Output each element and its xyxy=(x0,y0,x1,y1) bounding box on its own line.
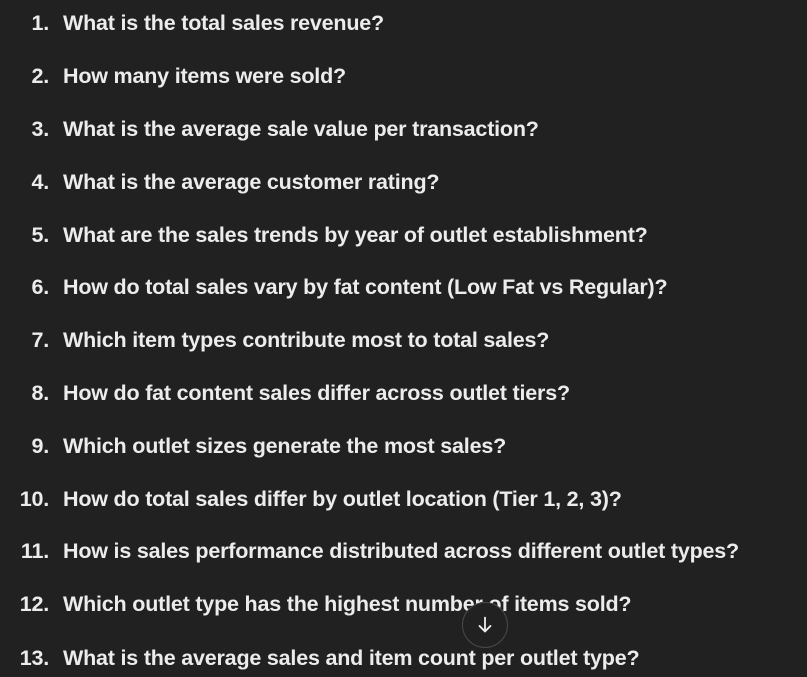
list-item: 7. Which item types contribute most to t… xyxy=(0,325,549,355)
list-item: 2. How many items were sold? xyxy=(0,61,346,91)
question-text: What is the average customer rating? xyxy=(63,169,440,194)
list-item: 12. Which outlet type has the highest nu… xyxy=(0,589,632,619)
question-text: What is the average sale value per trans… xyxy=(63,116,539,141)
list-number: 1. xyxy=(31,10,49,35)
question-text: How many items were sold? xyxy=(63,63,346,88)
list-number: 13. xyxy=(19,645,49,670)
list-item: 5. What are the sales trends by year of … xyxy=(0,220,648,250)
question-text: Which outlet type has the highest number… xyxy=(63,591,632,616)
question-text: How do total sales vary by fat content (… xyxy=(63,274,668,299)
list-number: 8. xyxy=(31,380,49,405)
list-number: 4. xyxy=(31,169,49,194)
list-item: 13. What is the average sales and item c… xyxy=(0,643,640,673)
list-item: 11. How is sales performance distributed… xyxy=(0,536,739,566)
list-number: 10. xyxy=(19,486,49,511)
question-text: How do total sales differ by outlet loca… xyxy=(63,486,622,511)
question-text: How is sales performance distributed acr… xyxy=(63,538,739,563)
list-item: 1. What is the total sales revenue? xyxy=(0,8,384,38)
list-item: 6. How do total sales vary by fat conten… xyxy=(0,272,667,302)
list-number: 7. xyxy=(31,327,49,352)
list-number: 9. xyxy=(31,433,49,458)
question-text: What are the sales trends by year of out… xyxy=(63,222,648,247)
list-item: 4. What is the average customer rating? xyxy=(0,167,439,197)
question-text: What is the average sales and item count… xyxy=(63,645,640,670)
list-number: 2. xyxy=(31,63,49,88)
list-number: 3. xyxy=(31,116,49,141)
list-item: 10. How do total sales differ by outlet … xyxy=(0,484,622,514)
question-text: What is the total sales revenue? xyxy=(63,10,384,35)
question-text: How do fat content sales differ across o… xyxy=(63,380,570,405)
list-item: 8. How do fat content sales differ acros… xyxy=(0,378,570,408)
list-number: 6. xyxy=(31,274,49,299)
arrow-down-icon xyxy=(474,614,496,636)
scroll-to-bottom-button[interactable] xyxy=(462,602,508,648)
list-number: 11. xyxy=(20,538,49,563)
list-item: 3. What is the average sale value per tr… xyxy=(0,114,539,144)
question-text: Which outlet sizes generate the most sal… xyxy=(63,433,507,458)
question-text: Which item types contribute most to tota… xyxy=(63,327,550,352)
list-number: 5. xyxy=(31,222,49,247)
list-item: 9. Which outlet sizes generate the most … xyxy=(0,431,506,461)
list-number: 12. xyxy=(19,591,49,616)
